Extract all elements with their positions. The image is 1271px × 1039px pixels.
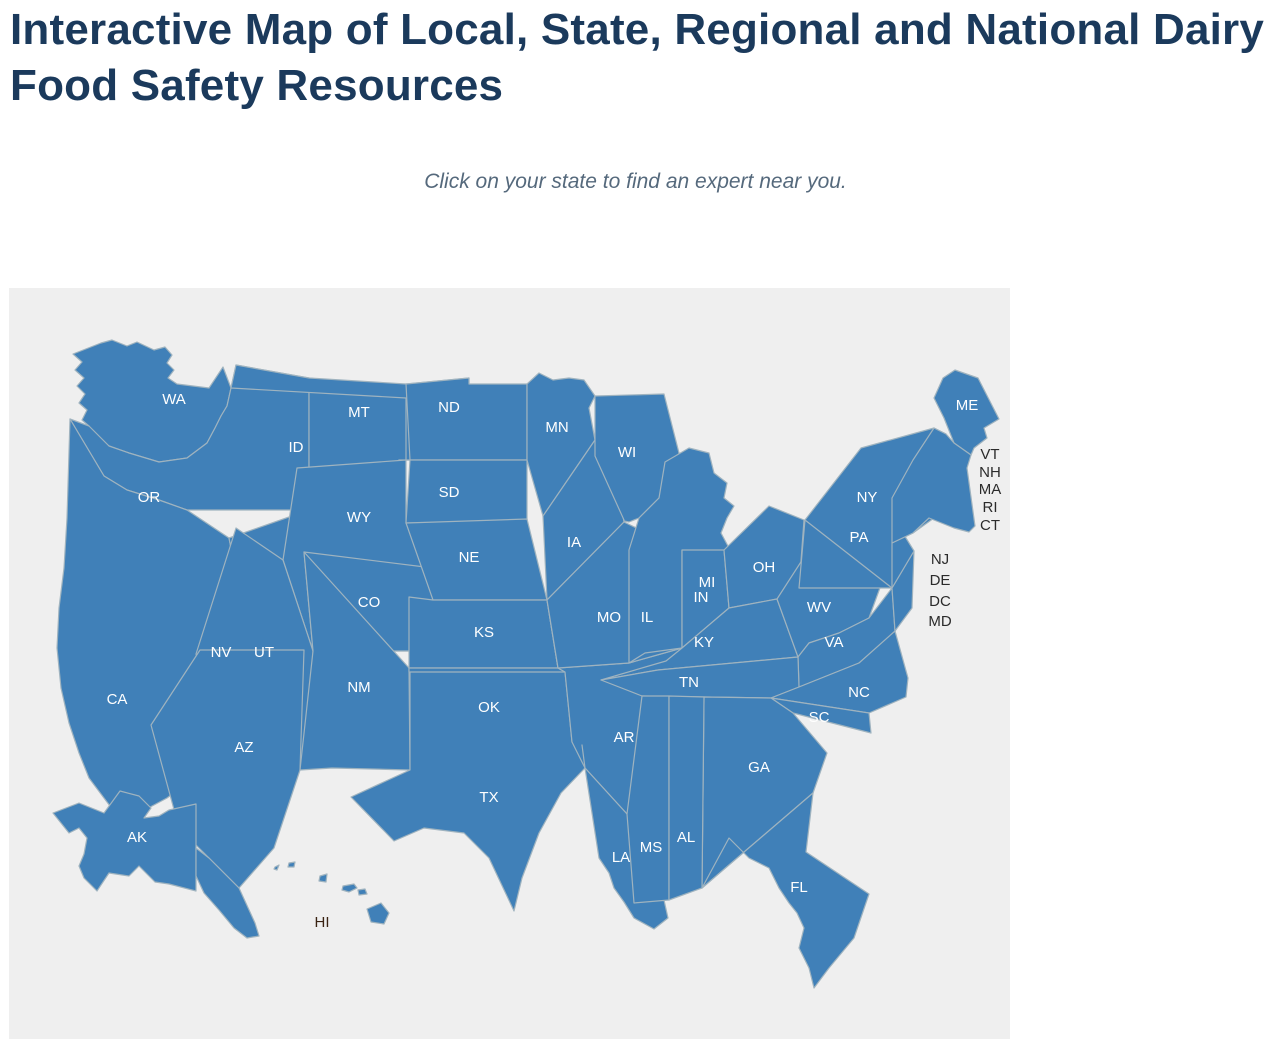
svg-text:HI: HI — [315, 914, 330, 931]
svg-text:DE: DE — [930, 572, 951, 589]
svg-text:MD: MD — [928, 613, 951, 630]
svg-text:RI: RI — [983, 499, 998, 516]
svg-text:DC: DC — [929, 593, 951, 610]
svg-text:NH: NH — [979, 464, 1001, 481]
svg-text:NJ: NJ — [931, 551, 949, 568]
svg-text:CT: CT — [980, 517, 1000, 534]
svg-text:MA: MA — [979, 481, 1002, 498]
svg-text:VT: VT — [980, 446, 999, 463]
